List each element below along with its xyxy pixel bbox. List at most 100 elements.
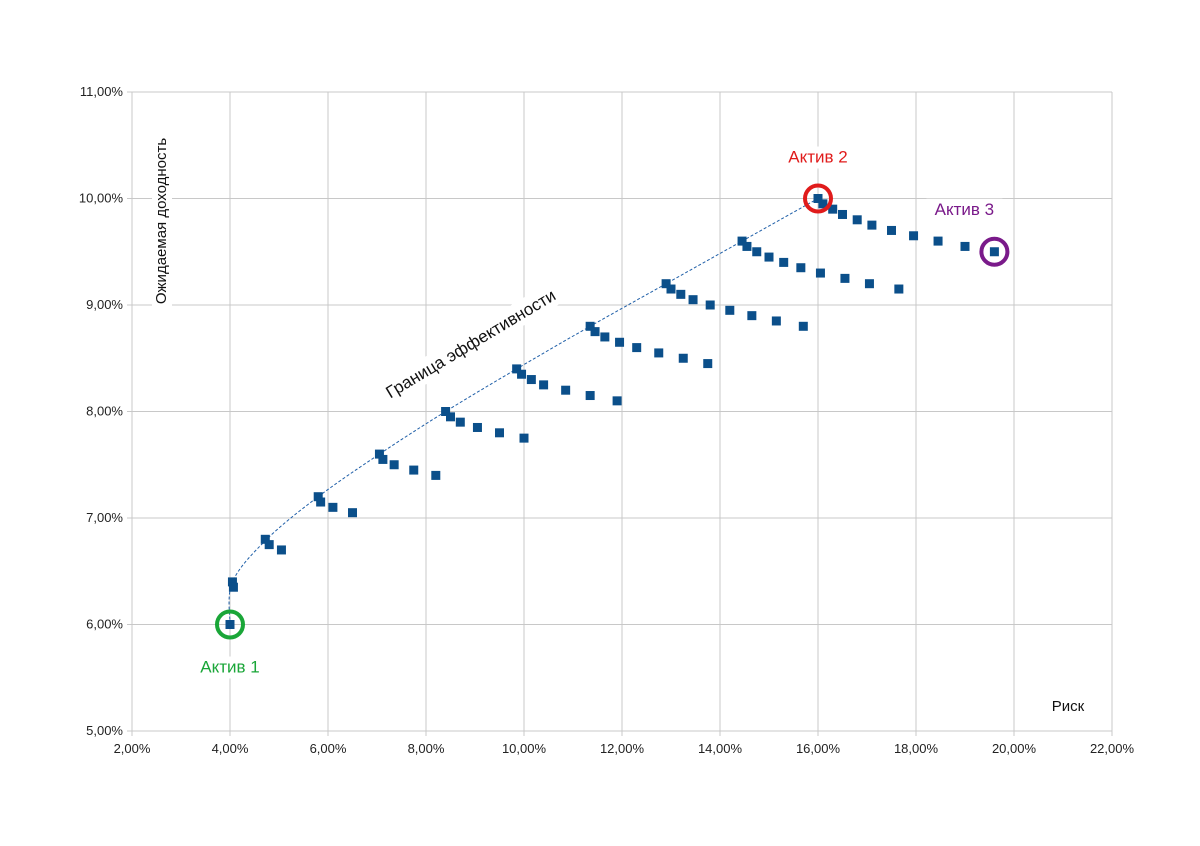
portfolio-point — [828, 204, 838, 214]
portfolio-point — [585, 391, 595, 401]
y-axis-title-bg — [152, 135, 172, 307]
portfolio-points — [225, 194, 999, 629]
portfolio-point — [600, 332, 610, 342]
portfolio-point — [228, 582, 238, 592]
portfolio-point — [725, 305, 735, 315]
portfolio-point — [615, 337, 625, 347]
asset-2-label: Актив 2 — [788, 148, 847, 167]
x-tick-label: 10,00% — [502, 741, 547, 756]
portfolio-point — [612, 396, 622, 406]
y-tick-label: 11,00% — [80, 84, 124, 99]
asset-1-label-bg — [192, 656, 268, 679]
y-tick-label: 7,00% — [86, 510, 123, 525]
portfolio-point — [742, 241, 752, 251]
asset-3-label-bg — [926, 198, 1003, 221]
portfolio-point — [389, 460, 399, 470]
portfolio-point — [378, 454, 388, 464]
portfolio-point — [933, 236, 943, 246]
portfolio-point — [455, 417, 465, 427]
portfolio-point — [512, 364, 522, 374]
portfolio-point — [590, 327, 600, 337]
grid-lines — [127, 91, 1113, 736]
x-tick-label: 6,00% — [310, 741, 347, 756]
asset-1-marker — [215, 609, 245, 640]
portfolio-point — [864, 279, 874, 289]
portfolio-point — [276, 545, 286, 555]
portfolio-point — [887, 225, 896, 235]
x-tick-label: 12,00% — [600, 741, 645, 756]
portfolio-point — [654, 348, 664, 358]
asset-2-label-bg — [780, 146, 856, 169]
portfolio-point — [798, 321, 808, 331]
portfolio-point — [260, 534, 270, 544]
x-axis-title: Риск — [1052, 698, 1085, 715]
portfolio-point — [348, 508, 357, 518]
portfolio-point — [752, 247, 762, 257]
portfolio-point — [561, 385, 571, 395]
portfolio-point — [818, 199, 828, 209]
asset-annotations: Актив 1 Актив 2 Актив 3 — [192, 146, 1010, 679]
y-axis-title: Ожидаемая доходность — [153, 138, 170, 304]
portfolio-point — [264, 540, 274, 550]
portfolio-point — [815, 268, 825, 278]
portfolio-point — [703, 359, 713, 369]
portfolio-point — [225, 620, 235, 629]
y-tick-label: 5,00% — [86, 723, 123, 738]
axis-titles: Граница эффективности Ожидаемая доходност… — [152, 135, 1096, 716]
portfolio-point — [705, 300, 715, 310]
portfolio-point — [409, 465, 419, 475]
frontier-label-bg — [377, 271, 581, 406]
x-tick-label: 18,00% — [894, 741, 939, 756]
x-tick-label: 4,00% — [212, 741, 249, 756]
x-tick-label: 16,00% — [796, 741, 841, 756]
portfolio-point — [989, 247, 999, 257]
portfolio-point — [446, 412, 455, 422]
asset-3-label: Актив 3 — [935, 200, 994, 219]
y-tick-label: 6,00% — [86, 617, 123, 632]
portfolio-point — [472, 422, 482, 432]
portfolio-point — [431, 470, 441, 480]
y-tick-label: 9,00% — [86, 297, 123, 312]
x-tick-label: 8,00% — [408, 741, 445, 756]
portfolio-point — [374, 449, 384, 459]
portfolio-point — [909, 231, 919, 241]
portfolio-point — [526, 375, 536, 385]
x-tick-label: 22,00% — [1090, 741, 1135, 756]
portfolio-point — [519, 433, 529, 443]
axes: 2,00% 4,00% 6,00% 8,00% 10,00% 12,00% 14,00% 16… — [79, 84, 1135, 756]
portfolio-point — [688, 295, 698, 305]
portfolio-point — [779, 257, 789, 267]
portfolio-point — [838, 209, 847, 219]
asset-2-marker — [803, 183, 833, 214]
y-tick-label: 10,00% — [79, 191, 124, 206]
portfolio-point — [852, 215, 862, 225]
portfolio-point — [960, 241, 970, 251]
portfolio-point — [678, 353, 688, 363]
portfolio-point — [316, 497, 326, 507]
portfolio-point — [676, 289, 686, 299]
portfolio-point — [495, 428, 504, 438]
frontier-label: Граница эффективности — [383, 286, 560, 403]
portfolio-point — [813, 194, 823, 203]
portfolio-point — [661, 279, 671, 289]
asset-1-label: Актив 1 — [200, 658, 259, 677]
portfolio-point — [585, 321, 595, 331]
x-tick-label: 14,00% — [698, 741, 743, 756]
portfolio-point — [539, 380, 549, 390]
portfolio-point — [840, 273, 850, 283]
y-tick-label: 8,00% — [86, 404, 123, 419]
portfolio-point — [764, 252, 774, 262]
frontier-label-group: Граница эффективности — [377, 271, 581, 406]
portfolio-point — [632, 343, 642, 353]
portfolio-point — [313, 492, 323, 502]
portfolio-point — [666, 284, 676, 294]
portfolio-point — [227, 577, 237, 587]
portfolio-point — [517, 369, 527, 379]
portfolio-point — [747, 311, 757, 321]
x-tick-label: 20,00% — [992, 741, 1037, 756]
portfolio-point — [796, 263, 806, 273]
asset-3-marker — [979, 236, 1010, 267]
portfolio-point — [894, 284, 904, 294]
portfolio-point — [328, 502, 338, 512]
